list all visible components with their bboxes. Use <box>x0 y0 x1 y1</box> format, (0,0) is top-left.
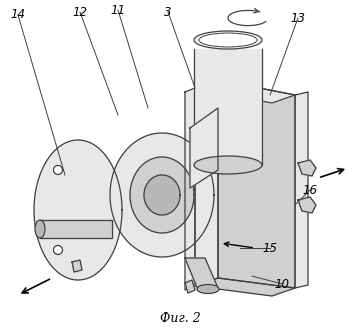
Polygon shape <box>130 157 194 233</box>
Polygon shape <box>195 80 295 103</box>
Ellipse shape <box>53 166 63 174</box>
Polygon shape <box>144 175 180 215</box>
Text: 15: 15 <box>262 241 277 255</box>
Polygon shape <box>185 88 195 290</box>
Polygon shape <box>195 278 295 296</box>
Polygon shape <box>298 197 316 213</box>
Polygon shape <box>185 280 195 293</box>
Polygon shape <box>218 80 295 288</box>
Polygon shape <box>185 258 218 290</box>
Text: 3: 3 <box>164 5 172 18</box>
Polygon shape <box>72 260 82 272</box>
Polygon shape <box>295 92 308 288</box>
Polygon shape <box>298 160 316 176</box>
Ellipse shape <box>194 156 262 174</box>
Ellipse shape <box>35 220 45 238</box>
Ellipse shape <box>194 31 262 49</box>
Text: 12: 12 <box>73 5 87 18</box>
Text: 14: 14 <box>10 8 25 21</box>
Text: Фиг. 2: Фиг. 2 <box>160 312 200 325</box>
Polygon shape <box>195 80 218 286</box>
Polygon shape <box>194 49 262 165</box>
Text: 11: 11 <box>111 3 126 16</box>
Text: 13: 13 <box>290 11 305 24</box>
Polygon shape <box>34 140 122 280</box>
Ellipse shape <box>197 285 219 294</box>
Text: 10: 10 <box>275 278 290 291</box>
Polygon shape <box>190 108 218 188</box>
Polygon shape <box>40 220 112 238</box>
Polygon shape <box>110 133 214 257</box>
Ellipse shape <box>53 245 63 255</box>
Text: 16: 16 <box>303 183 318 196</box>
